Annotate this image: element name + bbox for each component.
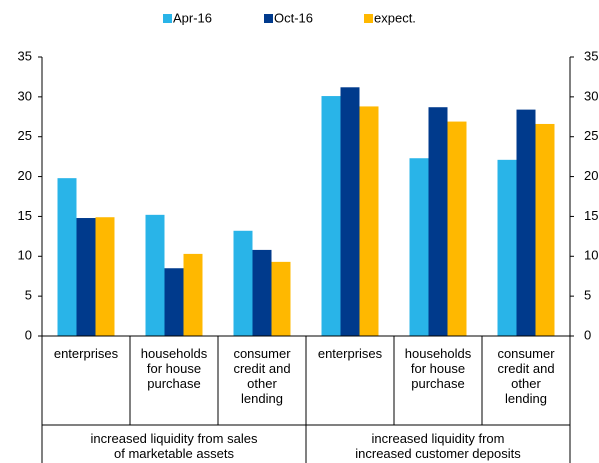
x-tick-label: households for house purchase	[404, 346, 472, 391]
bar	[497, 159, 517, 336]
y-tick-label: 10	[18, 248, 32, 263]
legend-swatch	[364, 14, 373, 23]
y2-tick-label: 20	[584, 168, 598, 183]
y-tick-label: 25	[18, 128, 32, 143]
y2-tick-label: 30	[584, 88, 598, 103]
y-tick-label: 30	[18, 88, 32, 103]
bar	[57, 178, 77, 336]
x-tick-label: enterprises	[317, 346, 383, 361]
legend-label: expect.	[374, 10, 416, 25]
group-label: increased liquidity from sales of market…	[90, 431, 258, 461]
y2-tick-label: 5	[584, 288, 591, 303]
y-tick-label: 15	[18, 208, 32, 223]
x-tick-label: households for house purchase	[140, 346, 208, 391]
bar	[516, 109, 536, 337]
group-label: increased liquidity from increased custo…	[355, 431, 521, 461]
y2-tick-label: 35	[584, 48, 598, 63]
y2-tick-label: 15	[584, 208, 598, 223]
bar	[447, 121, 467, 336]
bar	[428, 107, 448, 336]
x-tick-label: enterprises	[53, 346, 119, 361]
bar	[340, 87, 360, 336]
legend-label: Apr-16	[173, 10, 212, 25]
bar	[76, 218, 96, 336]
bar	[252, 249, 272, 336]
y-tick-label: 0	[25, 327, 32, 342]
bar	[359, 106, 379, 337]
y2-tick-label: 0	[584, 327, 591, 342]
bar	[233, 230, 253, 336]
legend-label: Oct-16	[274, 10, 313, 25]
bar	[95, 217, 115, 336]
bar	[145, 214, 165, 336]
x-tick-label: consumer credit and other lending	[497, 346, 555, 406]
y-tick-label: 5	[25, 288, 32, 303]
bar	[409, 158, 429, 336]
y2-tick-label: 25	[584, 128, 598, 143]
legend-swatch	[163, 14, 172, 23]
y-tick-label: 35	[18, 48, 32, 63]
bar	[271, 261, 291, 336]
y2-tick-label: 10	[584, 248, 598, 263]
legend-swatch	[264, 14, 273, 23]
bar	[535, 123, 555, 337]
bar	[321, 96, 341, 336]
bar	[164, 268, 184, 336]
bar	[183, 253, 203, 336]
x-tick-label: consumer credit and other lending	[233, 346, 291, 406]
y-tick-label: 20	[18, 168, 32, 183]
